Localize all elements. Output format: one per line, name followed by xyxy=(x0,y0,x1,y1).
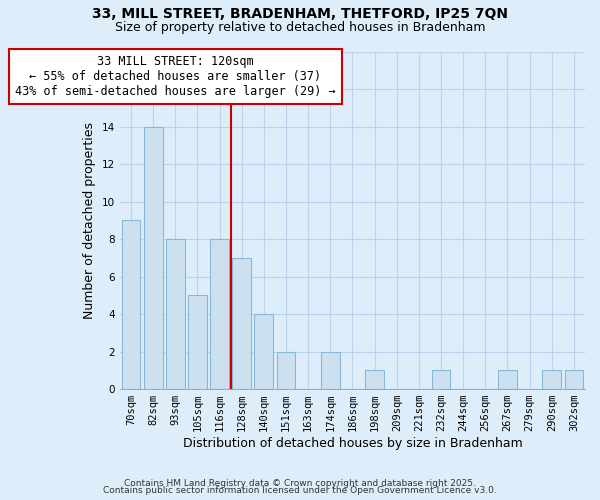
Text: 33, MILL STREET, BRADENHAM, THETFORD, IP25 7QN: 33, MILL STREET, BRADENHAM, THETFORD, IP… xyxy=(92,8,508,22)
Bar xyxy=(166,239,185,389)
Bar xyxy=(498,370,517,389)
Bar xyxy=(232,258,251,389)
Bar xyxy=(277,352,295,389)
Text: Size of property relative to detached houses in Bradenham: Size of property relative to detached ho… xyxy=(115,21,485,34)
Bar xyxy=(188,296,207,389)
Bar xyxy=(565,370,583,389)
Text: Contains public sector information licensed under the Open Government Licence v3: Contains public sector information licen… xyxy=(103,486,497,495)
Text: Contains HM Land Registry data © Crown copyright and database right 2025.: Contains HM Land Registry data © Crown c… xyxy=(124,478,476,488)
Y-axis label: Number of detached properties: Number of detached properties xyxy=(83,122,96,319)
Text: 33 MILL STREET: 120sqm
← 55% of detached houses are smaller (37)
43% of semi-det: 33 MILL STREET: 120sqm ← 55% of detached… xyxy=(15,56,335,98)
Bar xyxy=(210,239,229,389)
Bar xyxy=(365,370,384,389)
Bar xyxy=(254,314,274,389)
Bar xyxy=(321,352,340,389)
X-axis label: Distribution of detached houses by size in Bradenham: Distribution of detached houses by size … xyxy=(182,437,523,450)
Bar xyxy=(542,370,561,389)
Bar xyxy=(144,126,163,389)
Bar xyxy=(431,370,451,389)
Bar xyxy=(122,220,140,389)
